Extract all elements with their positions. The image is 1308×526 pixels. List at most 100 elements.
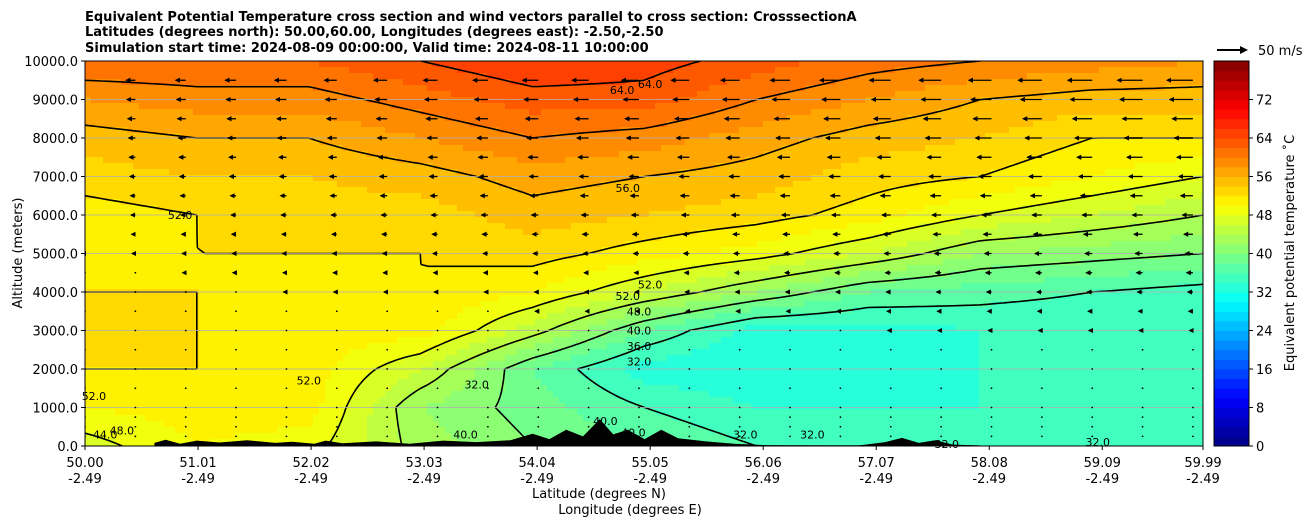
field-cell <box>523 337 530 344</box>
field-cell <box>511 139 518 146</box>
field-cell <box>133 259 140 266</box>
field-cell <box>529 427 536 434</box>
field-cell <box>265 205 272 212</box>
field-cell <box>355 97 362 104</box>
field-cell <box>289 307 296 314</box>
field-cell <box>97 175 104 182</box>
field-cell <box>397 61 404 68</box>
field-cell <box>121 355 128 362</box>
field-cell <box>415 241 422 248</box>
field-cell <box>199 367 206 374</box>
field-cell <box>151 427 158 434</box>
field-cell <box>463 199 470 206</box>
field-cell <box>289 367 296 374</box>
field-cell <box>301 247 308 254</box>
field-cell <box>451 85 458 92</box>
field-cell <box>337 409 344 416</box>
field-cell <box>451 247 458 254</box>
field-cell <box>301 181 308 188</box>
field-cell <box>295 91 302 98</box>
field-cell <box>463 109 470 116</box>
field-cell <box>433 169 440 176</box>
field-cell <box>169 199 176 206</box>
field-cell <box>103 187 110 194</box>
field-cell <box>145 409 152 416</box>
field-cell <box>415 319 422 326</box>
field-cell <box>541 337 548 344</box>
field-cell <box>241 109 248 116</box>
field-cell <box>307 127 314 134</box>
field-cell <box>487 253 494 260</box>
field-cell <box>91 277 98 284</box>
field-cell <box>259 433 266 440</box>
field-cell <box>397 391 404 398</box>
field-cell <box>313 169 320 176</box>
field-cell <box>355 343 362 350</box>
field-cell <box>157 367 164 374</box>
field-cell <box>277 163 284 170</box>
field-cell <box>457 361 464 368</box>
field-cell <box>331 181 338 188</box>
field-cell <box>265 259 272 266</box>
field-cell <box>319 415 326 422</box>
field-cell <box>355 313 362 320</box>
field-cell <box>133 211 140 218</box>
field-cell <box>187 163 194 170</box>
field-cell <box>229 121 236 128</box>
field-cell <box>247 97 254 104</box>
field-cell <box>499 217 506 224</box>
field-cell <box>451 325 458 332</box>
field-cell <box>229 379 236 386</box>
field-cell <box>421 427 428 434</box>
field-cell <box>301 313 308 320</box>
field-cell <box>127 253 134 260</box>
field-cell <box>535 127 542 134</box>
field-cell <box>253 229 260 236</box>
field-cell <box>331 61 338 68</box>
field-cell <box>433 259 440 266</box>
field-cell <box>367 379 374 386</box>
field-cell <box>397 295 404 302</box>
field-cell <box>511 175 518 182</box>
field-cell <box>307 199 314 206</box>
field-cell <box>457 91 464 98</box>
field-cell <box>457 241 464 248</box>
field-cell <box>457 271 464 278</box>
field-cell <box>463 379 470 386</box>
field-cell <box>229 91 236 98</box>
field-cell <box>97 367 104 374</box>
field-cell <box>145 325 152 332</box>
field-cell <box>463 409 470 416</box>
field-cell <box>277 139 284 146</box>
field-cell <box>301 91 308 98</box>
field-cell <box>217 391 224 398</box>
field-cell <box>517 385 524 392</box>
field-cell <box>277 127 284 134</box>
field-cell <box>541 199 548 206</box>
field-cell <box>475 421 482 428</box>
field-cell <box>265 253 272 260</box>
field-cell <box>445 385 452 392</box>
field-cell <box>169 397 176 404</box>
field-cell <box>379 265 386 272</box>
field-cell <box>277 361 284 368</box>
field-cell <box>151 421 158 428</box>
field-cell <box>379 259 386 266</box>
field-cell <box>151 91 158 98</box>
field-cell <box>295 151 302 158</box>
field-cell <box>541 277 548 284</box>
field-cell <box>469 361 476 368</box>
field-cell <box>103 241 110 248</box>
field-cell <box>313 355 320 362</box>
field-cell <box>91 241 98 248</box>
field-cell <box>529 223 536 230</box>
field-cell <box>151 67 158 74</box>
field-cell <box>247 409 254 416</box>
field-cell <box>211 157 218 164</box>
field-cell <box>97 67 104 74</box>
field-cell <box>211 235 218 242</box>
field-cell <box>379 145 386 152</box>
field-cell <box>175 181 182 188</box>
field-cell <box>427 79 434 86</box>
field-cell <box>505 205 512 212</box>
